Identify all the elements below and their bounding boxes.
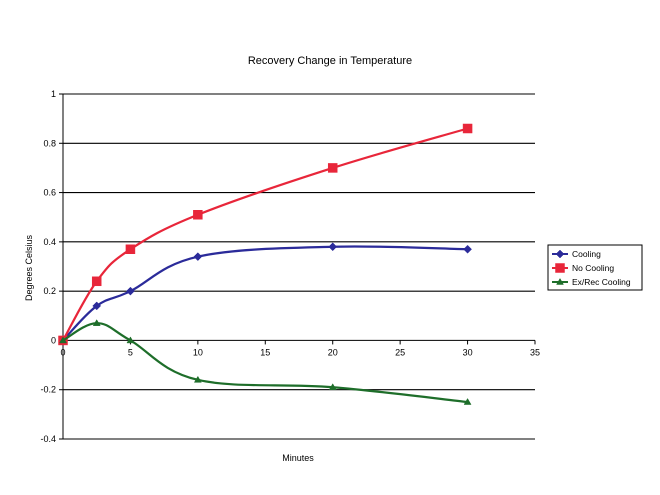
x-tick-label: 20 xyxy=(328,347,338,357)
data-point xyxy=(328,383,337,390)
x-tick-label: 0 xyxy=(60,347,65,357)
x-tick-label: 5 xyxy=(128,347,133,357)
data-point xyxy=(59,336,67,344)
series-group xyxy=(58,123,473,405)
legend-swatch-marker xyxy=(556,278,564,285)
data-point xyxy=(126,286,135,296)
data-point xyxy=(125,244,136,254)
chart-title: Recovery Change in Temperature xyxy=(248,55,412,67)
legend-swatch-marker xyxy=(555,263,565,273)
legend-label: Ex/Rec Cooling xyxy=(572,277,631,287)
y-axis-label: Degrees Celsius xyxy=(24,234,34,301)
x-tick-label: 10 xyxy=(193,347,203,357)
y-tick-label: -0.2 xyxy=(40,385,56,395)
y-tick-label: 0.4 xyxy=(43,237,56,247)
y-tick-label: 0.8 xyxy=(43,138,56,148)
legend: Cooling No Cooling Ex/Rec Cooling xyxy=(547,244,643,291)
y-tick-label: 0.2 xyxy=(43,286,56,296)
grid-lines xyxy=(63,93,535,440)
y-tick-label: -0.4 xyxy=(40,434,56,444)
x-tick-label: 15 xyxy=(260,347,270,357)
data-point xyxy=(92,301,102,311)
data-point xyxy=(126,336,135,344)
legend-item: Cooling xyxy=(552,249,601,259)
data-point xyxy=(193,375,202,383)
data-point xyxy=(463,244,472,254)
tick-labels: -0.4-0.200.20.40.60.810 5 10 15 20 25 30 35 xyxy=(40,89,540,444)
data-point xyxy=(92,319,101,326)
data-point xyxy=(91,276,102,287)
series-line xyxy=(62,127,468,341)
data-point xyxy=(327,163,338,173)
series-ex-rec-cooling xyxy=(59,319,472,405)
data-point xyxy=(193,210,203,220)
legend-label: No Cooling xyxy=(572,263,614,273)
x-tick-label: 30 xyxy=(463,347,473,357)
x-axis-label: Minutes xyxy=(282,453,314,463)
y-tick-label: 0 xyxy=(51,335,56,345)
series-no-cooling xyxy=(58,123,473,346)
legend-label: Cooling xyxy=(572,249,601,259)
x-tick-label: 35 xyxy=(530,347,540,357)
legend-item: No Cooling xyxy=(552,263,614,273)
data-point xyxy=(463,398,472,405)
legend-swatch-marker xyxy=(555,249,565,259)
x-tick-label: 25 xyxy=(395,347,405,357)
legend-item: Ex/Rec Cooling xyxy=(552,277,631,287)
series-cooling xyxy=(58,242,472,345)
series-line xyxy=(62,245,468,342)
data-point xyxy=(462,123,473,134)
y-tick-label: 0.6 xyxy=(43,188,56,198)
data-point xyxy=(193,252,203,261)
axes xyxy=(62,94,535,439)
data-point xyxy=(328,242,338,252)
y-tick-label: 1 xyxy=(51,89,56,99)
